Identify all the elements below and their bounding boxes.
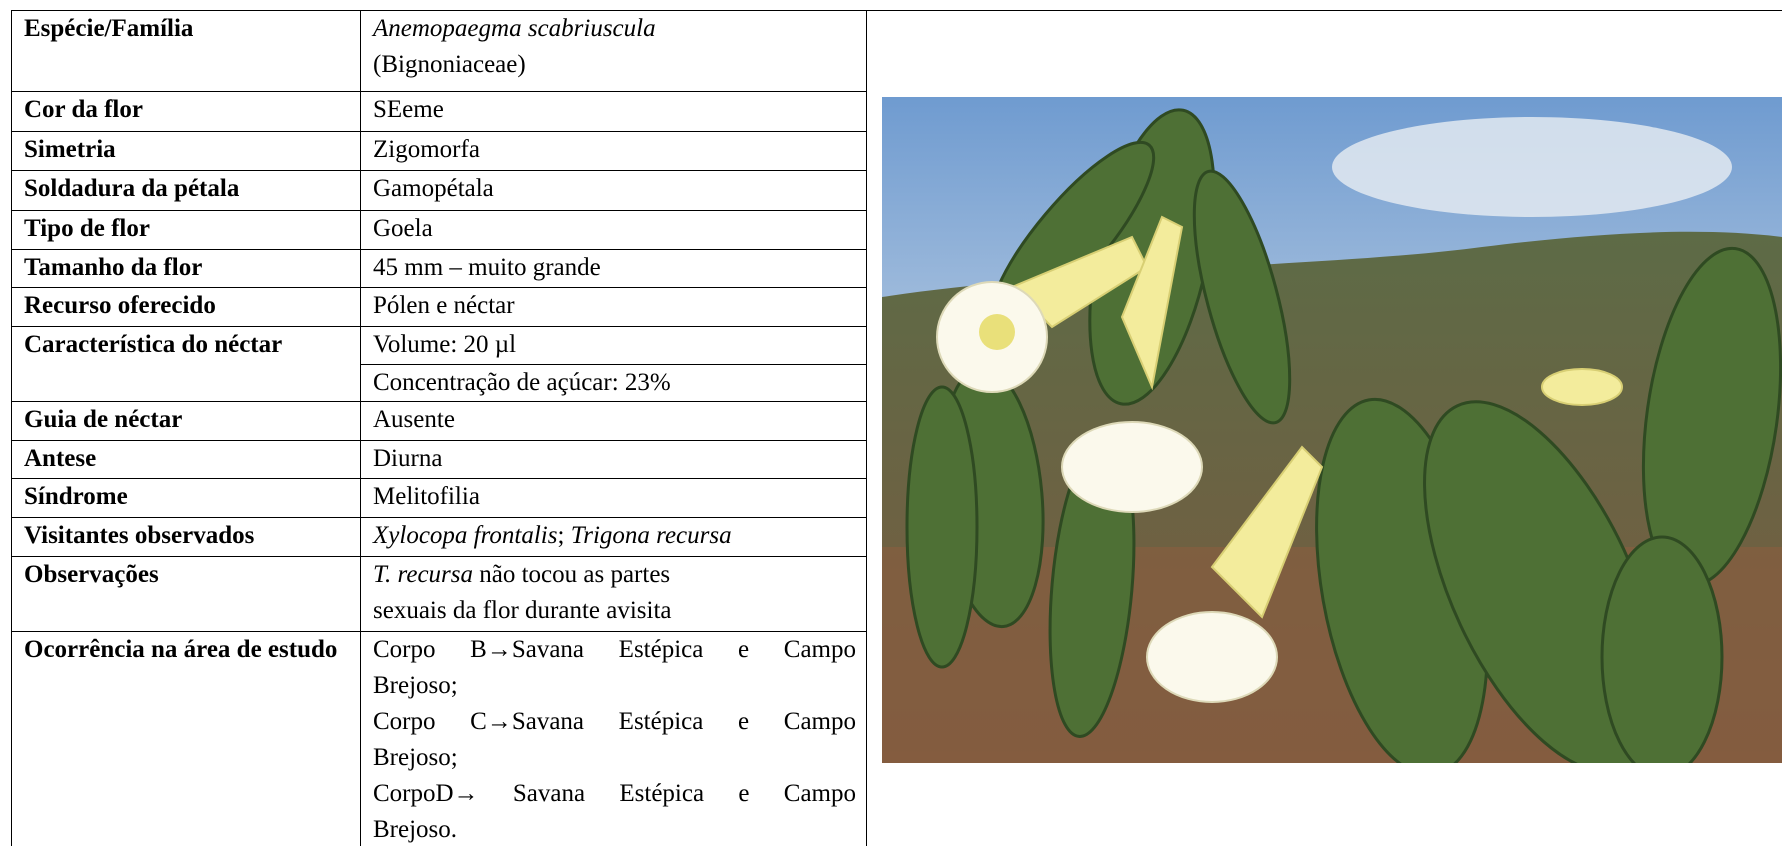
cell-line: Zigomorfa bbox=[373, 133, 856, 169]
cell-line: Goela bbox=[373, 212, 856, 248]
text: sexuais da flor durante avisita bbox=[373, 597, 672, 624]
row-value: Zigomorfa bbox=[360, 131, 867, 171]
text: Diurna bbox=[373, 445, 443, 472]
cell-line: SEeme bbox=[373, 93, 856, 129]
row-value: 45 mm – muito grande bbox=[360, 249, 867, 288]
cell-line: T. recursa não tocou as partes bbox=[373, 558, 856, 594]
row-label: Observações bbox=[11, 556, 361, 632]
row-value: Goela bbox=[360, 210, 867, 250]
table-row: Guia de néctar Ausente bbox=[11, 401, 867, 441]
table-row: Tamanho da flor 45 mm – muito grande bbox=[11, 249, 867, 288]
row-label: Tipo de flor bbox=[11, 210, 361, 250]
row-label: Característica do néctar bbox=[11, 326, 361, 402]
cell-line: CorpoD→ Savana Estépica e Campo bbox=[373, 776, 856, 812]
cell-line: Brejoso. bbox=[373, 812, 856, 846]
cell-line: Xylocopa frontalis; Trigona recursa bbox=[373, 519, 856, 555]
italic-text: T. recursa bbox=[373, 561, 473, 588]
table-row: Síndrome Melitofilia bbox=[11, 478, 867, 518]
cell-line: sexuais da flor durante avisita bbox=[373, 593, 856, 629]
table-row: Recurso oferecido Pólen e néctar bbox=[11, 287, 867, 327]
cell-line: Corpo C→Savana Estépica e Campo bbox=[373, 704, 856, 740]
table-row: Ocorrência na área de estudo Corpo B→Sava… bbox=[11, 631, 867, 846]
flower-photo bbox=[882, 97, 1782, 763]
table-row: Soldadura da pétala Gamopétala bbox=[11, 170, 867, 211]
text: SEeme bbox=[373, 96, 444, 123]
cell-line: (Bignoniaceae) bbox=[373, 47, 856, 83]
cell-line: Corpo B→Savana Estépica e Campo bbox=[373, 633, 856, 669]
table-row: Tipo de flor Goela bbox=[11, 210, 867, 250]
cell-line: Ausente bbox=[373, 403, 856, 439]
frame-line bbox=[11, 10, 1782, 11]
text: Ausente bbox=[373, 406, 455, 433]
table-row: Característica do néctar Volume: 20 µl bbox=[11, 326, 867, 402]
text: Zigomorfa bbox=[373, 136, 480, 163]
row-value: T. recursa não tocou as partes sexuais da… bbox=[360, 556, 867, 632]
row-label: Guia de néctar bbox=[11, 401, 361, 441]
cell-line: Gamopétala bbox=[373, 172, 856, 208]
row-label: Tamanho da flor bbox=[11, 249, 361, 288]
text: não tocou as partes bbox=[473, 561, 671, 588]
row-value: Diurna bbox=[360, 440, 867, 479]
text: Brejoso; bbox=[373, 744, 458, 771]
italic-text: Xylocopa frontalis bbox=[373, 522, 558, 549]
text: Corpo C→Savana Estépica e Campo bbox=[373, 708, 856, 735]
text: CorpoD→ Savana Estépica e Campo bbox=[373, 780, 856, 807]
row-value: Ausente bbox=[360, 401, 867, 441]
cell-line: Diurna bbox=[373, 442, 856, 478]
italic-text: Trigona recursa bbox=[570, 522, 732, 549]
text: Concentração de açúcar: 23% bbox=[373, 369, 671, 396]
cell-line: Melitofilia bbox=[373, 480, 856, 516]
table-row: Visitantes observados Xylocopa frontalis;… bbox=[11, 517, 867, 557]
text: Brejoso; bbox=[373, 672, 458, 699]
table-row: Cor da flor SEeme bbox=[11, 91, 867, 132]
text: ; bbox=[557, 522, 571, 549]
row-label: Síndrome bbox=[11, 478, 361, 518]
cell-line: Anemopaegma scabriuscula bbox=[373, 12, 856, 48]
italic-text: Anemopaegma scabriuscula bbox=[373, 15, 656, 42]
text: Pólen e néctar bbox=[373, 292, 515, 319]
row-label: Soldadura da pétala bbox=[11, 170, 361, 211]
row-value: Concentração de açúcar: 23% bbox=[360, 364, 867, 402]
cell-line: 45 mm – muito grande bbox=[373, 251, 856, 287]
table-row: Antese Diurna bbox=[11, 440, 867, 479]
row-value: Corpo B→Savana Estépica e Campo Brejoso; C… bbox=[360, 631, 867, 846]
text: 45 mm – muito grande bbox=[373, 254, 601, 281]
text: Goela bbox=[373, 215, 433, 242]
text: Brejoso. bbox=[373, 816, 458, 843]
text: Volume: 20 µl bbox=[373, 331, 517, 358]
cell-line: Volume: 20 µl bbox=[373, 328, 856, 364]
table-row: Simetria Zigomorfa bbox=[11, 131, 867, 171]
table-row: Concentração de açúcar: 23% bbox=[12, 364, 867, 402]
cell-line: Concentração de açúcar: 23% bbox=[373, 366, 856, 401]
row-value: Volume: 20 µl bbox=[360, 326, 867, 365]
species-table: Espécie/Família Anemopaegma scabriuscula (… bbox=[11, 10, 867, 846]
row-label: Visitantes observados bbox=[11, 517, 361, 557]
text: Gamopétala bbox=[373, 175, 494, 202]
row-value: SEeme bbox=[360, 91, 867, 132]
row-label: Espécie/Família bbox=[11, 10, 361, 92]
text: Melitofilia bbox=[373, 483, 480, 510]
cell-line: Brejoso; bbox=[373, 740, 856, 776]
row-value: Xylocopa frontalis; Trigona recursa bbox=[360, 517, 867, 557]
row-label: Ocorrência na área de estudo bbox=[11, 631, 361, 846]
row-label: Recurso oferecido bbox=[11, 287, 361, 327]
row-value: Pólen e néctar bbox=[360, 287, 867, 327]
cell-line: Brejoso; bbox=[373, 668, 856, 704]
row-value: Anemopaegma scabriuscula (Bignoniaceae) bbox=[360, 10, 867, 92]
row-value: Gamopétala bbox=[360, 170, 867, 211]
row-label: Cor da flor bbox=[11, 91, 361, 132]
row-value: Melitofilia bbox=[360, 478, 867, 518]
row-label: Antese bbox=[11, 440, 361, 479]
text: (Bignoniaceae) bbox=[373, 51, 526, 78]
table-row: Espécie/Família Anemopaegma scabriuscula (… bbox=[11, 10, 867, 92]
table-row: Observações T. recursa não tocou as parte… bbox=[11, 556, 867, 632]
row-label: Simetria bbox=[11, 131, 361, 171]
cell-line: Pólen e néctar bbox=[373, 289, 856, 325]
text: Corpo B→Savana Estépica e Campo bbox=[373, 636, 856, 663]
